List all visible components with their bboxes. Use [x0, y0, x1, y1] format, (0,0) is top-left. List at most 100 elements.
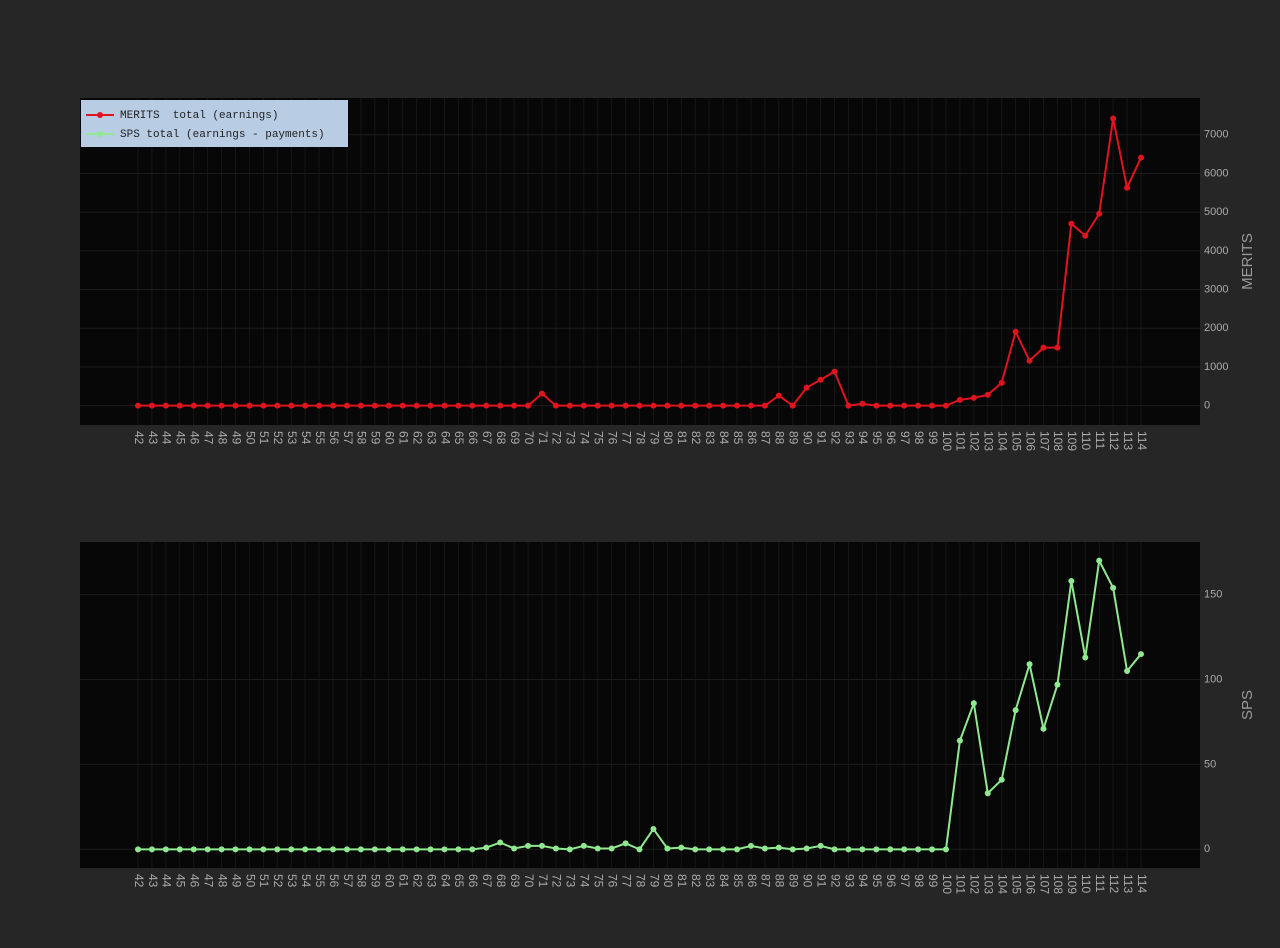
x-tick-label: 65 — [452, 874, 466, 888]
x-tick-label: 82 — [689, 431, 703, 445]
x-tick-label: 108 — [1051, 874, 1065, 894]
x-tick-label: 106 — [1023, 431, 1037, 451]
data-point — [385, 846, 392, 853]
y-tick-label: 0 — [1204, 843, 1210, 855]
x-tick-label: 106 — [1023, 874, 1037, 894]
x-tick-label: 94 — [856, 874, 870, 888]
x-tick-label: 47 — [201, 874, 215, 888]
x-tick-label: 61 — [397, 431, 411, 445]
x-tick-label: 77 — [619, 874, 633, 888]
data-point — [859, 400, 866, 407]
legend-label: SPS total (earnings - payments) — [120, 129, 325, 141]
data-point — [594, 402, 601, 409]
data-point — [845, 846, 852, 853]
data-point — [636, 402, 643, 409]
x-tick-label: 81 — [675, 874, 689, 888]
x-tick-label: 51 — [257, 874, 271, 888]
x-tick-label: 109 — [1065, 874, 1079, 894]
x-tick-label: 114 — [1135, 431, 1149, 450]
data-point — [343, 402, 350, 409]
data-point — [302, 402, 309, 409]
x-tick-label: 84 — [717, 431, 731, 445]
x-tick-label: 73 — [564, 431, 578, 445]
x-tick-label: 59 — [369, 431, 383, 445]
y-tick-label: 4000 — [1204, 245, 1228, 257]
x-tick-label: 42 — [132, 874, 146, 888]
x-tick-label: 58 — [355, 431, 369, 445]
data-point — [246, 846, 253, 853]
x-tick-label: 67 — [480, 874, 494, 888]
data-point — [580, 402, 587, 409]
data-point — [998, 776, 1005, 783]
y-tick-label: 0 — [1204, 400, 1210, 412]
data-point — [887, 846, 894, 853]
data-point — [260, 846, 267, 853]
x-tick-label: 66 — [466, 431, 480, 445]
x-tick-label: 69 — [508, 431, 522, 445]
data-point — [650, 402, 657, 409]
data-point — [176, 402, 183, 409]
legend-marker — [97, 112, 103, 118]
x-tick-label: 57 — [341, 431, 355, 445]
data-point — [566, 846, 573, 853]
x-tick-label: 85 — [731, 431, 745, 445]
x-tick-label: 96 — [884, 874, 898, 888]
x-tick-label: 92 — [828, 874, 842, 888]
x-tick-label: 44 — [160, 874, 174, 888]
data-point — [970, 700, 977, 707]
x-tick-label: 99 — [926, 431, 940, 445]
data-point — [232, 402, 239, 409]
x-tick-label: 60 — [383, 431, 397, 445]
data-point — [260, 402, 267, 409]
x-tick-label: 87 — [759, 431, 773, 445]
x-tick-label: 100 — [940, 874, 954, 894]
x-tick-label: 58 — [355, 874, 369, 888]
data-point — [942, 402, 949, 409]
y-tick-label: 5000 — [1204, 206, 1228, 218]
data-point — [385, 402, 392, 409]
data-point — [1040, 725, 1047, 732]
data-point — [831, 846, 838, 853]
data-point — [483, 844, 490, 851]
x-tick-label: 85 — [731, 874, 745, 888]
data-point — [901, 402, 908, 409]
x-tick-label: 43 — [146, 874, 160, 888]
x-tick-label: 56 — [327, 874, 341, 888]
x-tick-label: 50 — [243, 431, 257, 445]
x-tick-label: 81 — [675, 431, 689, 445]
data-point — [427, 846, 434, 853]
x-tick-label: 103 — [982, 874, 996, 894]
data-point — [441, 402, 448, 409]
x-tick-label: 70 — [522, 431, 536, 445]
data-point — [288, 846, 295, 853]
data-point — [469, 402, 476, 409]
data-point — [1012, 328, 1019, 335]
data-point — [664, 402, 671, 409]
data-point — [204, 402, 211, 409]
data-point — [1040, 344, 1047, 351]
data-point — [608, 402, 615, 409]
data-point — [552, 402, 559, 409]
x-tick-label: 93 — [842, 874, 856, 888]
x-tick-label: 107 — [1037, 874, 1051, 894]
data-point — [148, 402, 155, 409]
data-point — [1082, 654, 1089, 661]
data-point — [1124, 668, 1131, 675]
data-point — [1054, 681, 1061, 688]
y-tick-label: 6000 — [1204, 167, 1228, 179]
data-point — [580, 842, 587, 849]
data-point — [566, 402, 573, 409]
x-tick-label: 75 — [592, 874, 606, 888]
data-point — [1138, 154, 1144, 161]
x-tick-label: 95 — [870, 431, 884, 445]
data-point — [288, 402, 295, 409]
x-tick-label: 68 — [494, 874, 508, 888]
data-point — [622, 840, 629, 847]
data-point — [1138, 651, 1144, 658]
data-point — [162, 402, 169, 409]
data-point — [747, 842, 754, 849]
data-point — [330, 846, 337, 853]
data-point — [357, 402, 364, 409]
data-point — [1110, 115, 1117, 122]
x-tick-label: 80 — [661, 431, 675, 445]
